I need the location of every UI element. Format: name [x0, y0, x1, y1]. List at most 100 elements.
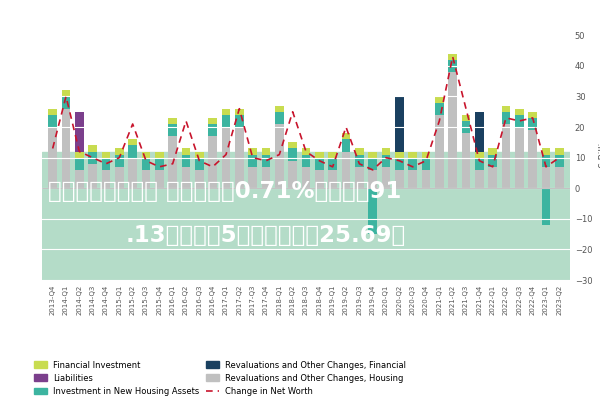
Bar: [115, 167, 124, 188]
Bar: [368, 188, 377, 234]
Bar: [101, 152, 110, 158]
Bar: [289, 142, 297, 148]
Bar: [395, 158, 404, 170]
Bar: [88, 152, 97, 164]
Bar: [368, 170, 377, 188]
Text: 郑州股票配资利息 森林包装涨0.71%，成交颖91: 郑州股票配资利息 森林包装涨0.71%，成交颖91: [48, 180, 401, 204]
Bar: [475, 152, 484, 158]
Bar: [221, 109, 230, 115]
Bar: [155, 158, 164, 170]
Bar: [448, 54, 457, 60]
Bar: [128, 146, 137, 158]
Bar: [302, 148, 310, 154]
Bar: [262, 154, 271, 167]
Bar: [529, 112, 537, 118]
Bar: [315, 158, 323, 170]
Bar: [368, 152, 377, 158]
Bar: [542, 167, 550, 188]
Bar: [341, 133, 350, 139]
Bar: [75, 112, 83, 152]
Bar: [195, 170, 203, 188]
Bar: [221, 115, 230, 127]
Bar: [422, 152, 430, 158]
Bar: [62, 90, 70, 96]
Bar: [355, 154, 364, 167]
Bar: [169, 124, 177, 136]
Bar: [142, 170, 151, 188]
Bar: [75, 152, 83, 158]
Bar: [75, 158, 83, 170]
Bar: [182, 148, 190, 154]
Bar: [555, 167, 563, 188]
Bar: [42, 152, 570, 280]
Bar: [475, 170, 484, 188]
Bar: [49, 115, 57, 127]
Bar: [488, 148, 497, 154]
Bar: [235, 115, 244, 127]
Bar: [488, 154, 497, 167]
Bar: [195, 152, 203, 158]
Bar: [328, 152, 337, 158]
Bar: [488, 167, 497, 188]
Bar: [529, 118, 537, 130]
Bar: [248, 148, 257, 154]
Bar: [515, 115, 524, 127]
Bar: [435, 102, 443, 115]
Bar: [115, 148, 124, 154]
Bar: [461, 133, 470, 188]
Bar: [315, 152, 323, 158]
Bar: [155, 152, 164, 158]
Bar: [542, 188, 550, 225]
Bar: [275, 124, 284, 188]
Bar: [208, 136, 217, 188]
Bar: [328, 158, 337, 170]
Bar: [142, 152, 151, 158]
Bar: [315, 170, 323, 188]
Bar: [88, 164, 97, 188]
Bar: [62, 109, 70, 188]
Bar: [395, 96, 404, 152]
Bar: [355, 167, 364, 188]
Bar: [289, 148, 297, 161]
Bar: [101, 170, 110, 188]
Bar: [422, 170, 430, 188]
Bar: [461, 115, 470, 121]
Bar: [461, 121, 470, 133]
Bar: [302, 167, 310, 188]
Bar: [382, 148, 391, 154]
Bar: [448, 72, 457, 188]
Bar: [155, 170, 164, 188]
Bar: [262, 148, 271, 154]
Bar: [422, 158, 430, 170]
Bar: [502, 112, 511, 124]
Bar: [235, 127, 244, 188]
Bar: [435, 115, 443, 188]
Bar: [502, 106, 511, 112]
Bar: [355, 148, 364, 154]
Bar: [49, 109, 57, 115]
Bar: [409, 158, 417, 170]
Bar: [88, 146, 97, 152]
Bar: [542, 154, 550, 167]
Bar: [115, 154, 124, 167]
Bar: [169, 136, 177, 188]
Bar: [221, 127, 230, 188]
Bar: [75, 170, 83, 188]
Bar: [542, 148, 550, 154]
Text: .13万元，近5日主力净流入25.69万: .13万元，近5日主力净流入25.69万: [126, 224, 406, 248]
Bar: [302, 154, 310, 167]
Bar: [328, 170, 337, 188]
Bar: [515, 127, 524, 188]
Bar: [515, 109, 524, 115]
Bar: [475, 158, 484, 170]
Bar: [382, 167, 391, 188]
Bar: [62, 96, 70, 109]
Bar: [502, 124, 511, 188]
Bar: [142, 158, 151, 170]
Bar: [395, 152, 404, 158]
Legend: Financial Investment, Liabilities, Investment in New Housing Assets, Revaluation: Financial Investment, Liabilities, Inves…: [34, 360, 406, 396]
Bar: [208, 118, 217, 124]
Bar: [529, 130, 537, 188]
Bar: [555, 148, 563, 154]
Bar: [169, 118, 177, 124]
